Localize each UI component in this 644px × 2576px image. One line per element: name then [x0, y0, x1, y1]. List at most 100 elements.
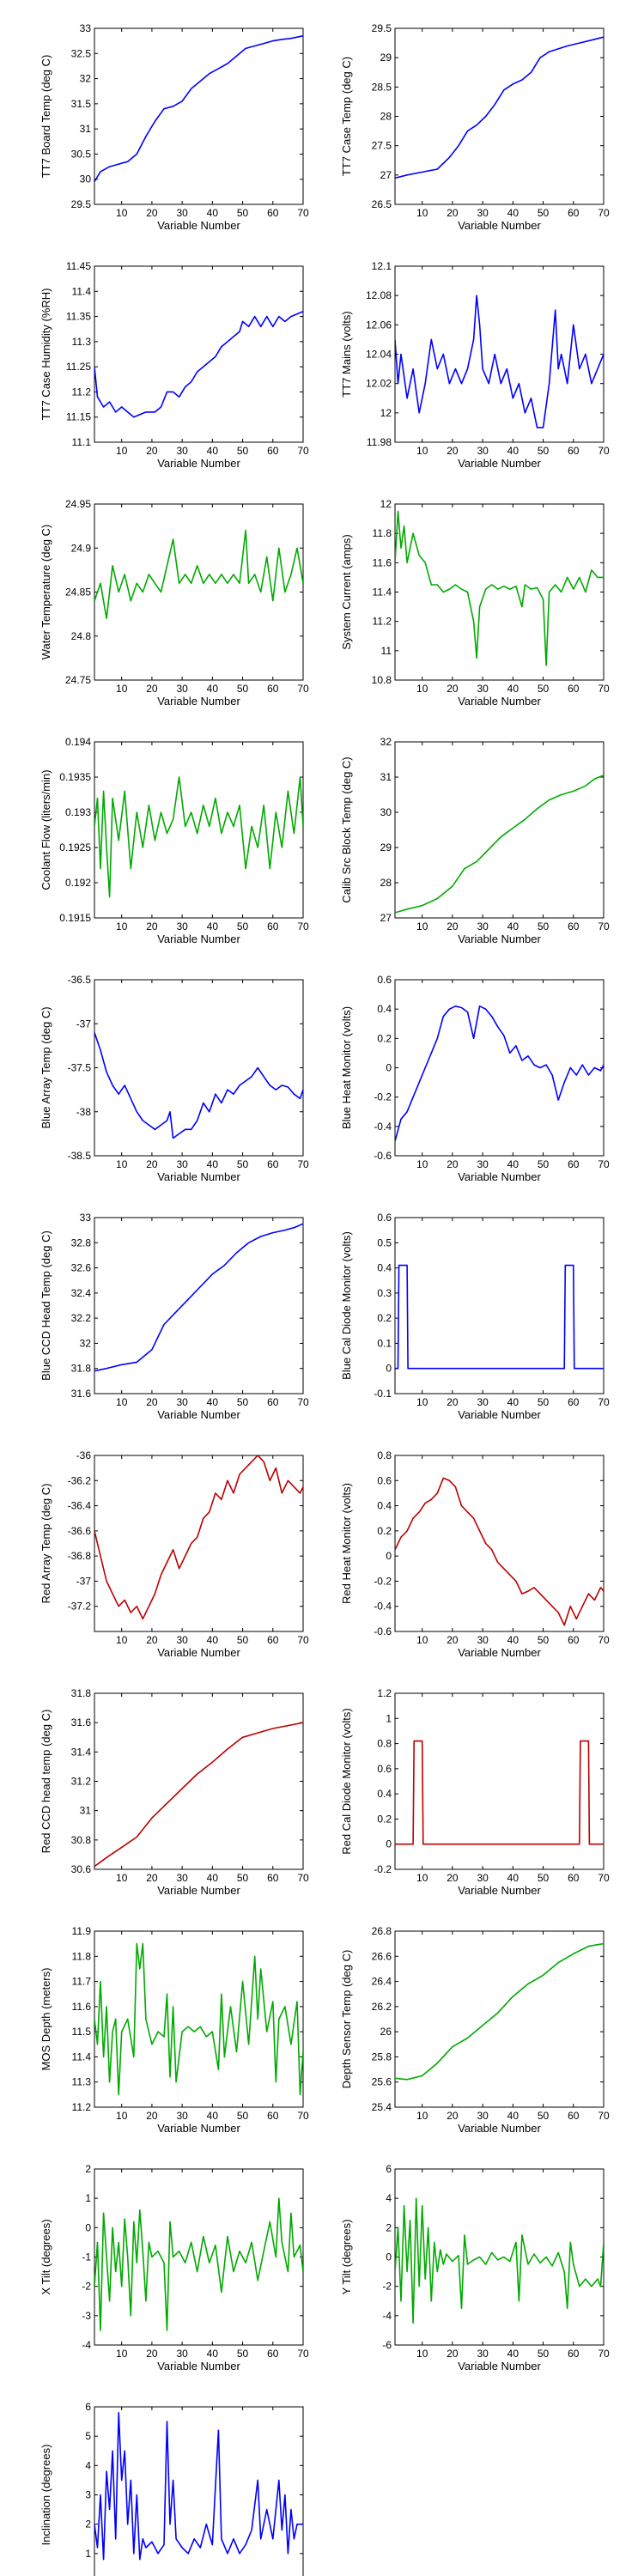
chart-panel: 10 20 30 40 50 60 70 11.1 11.15 11.2 11.25 11.3 11.3…: [39, 260, 309, 470]
y-tick-label: 24.8: [71, 630, 92, 642]
x-tick-label: 50: [538, 2110, 550, 2122]
x-tick-label: 40: [207, 683, 219, 695]
y-tick-label: 0.1925: [59, 841, 91, 854]
y-tick-label: -37: [76, 1018, 92, 1030]
x-tick-label: 30: [477, 1634, 489, 1646]
y-tick-label: 24.85: [65, 586, 91, 598]
y-tick-label: 12.1: [372, 260, 392, 272]
x-tick-label: 40: [507, 1872, 519, 1884]
y-tick-label: -0.6: [374, 1150, 392, 1162]
x-tick-label: 40: [207, 207, 219, 219]
y-tick-label: 11.4: [72, 2050, 92, 2063]
x-axis-label: Variable Number: [157, 1884, 240, 1897]
y-tick-label: 11.35: [66, 311, 91, 323]
y-tick-label: 2: [85, 2518, 91, 2530]
x-tick-label: 20: [146, 2110, 158, 2122]
x-tick-label: 40: [507, 1396, 519, 1408]
x-tick-label: 40: [507, 1158, 519, 1170]
y-tick-label: 0.4: [377, 1500, 392, 1512]
y-tick-label: 12.08: [366, 289, 392, 301]
chart-panel: 10 20 30 40 50 60 70 27 28 29 30 31 32 Variable Numbe…: [340, 736, 610, 945]
y-tick-label: 0.4: [377, 1003, 392, 1015]
y-tick-label: 0: [386, 1838, 392, 1850]
x-tick-label: 60: [267, 1634, 279, 1646]
x-tick-label: 20: [146, 920, 158, 933]
x-tick-label: 30: [176, 207, 188, 219]
y-tick-label: 6: [386, 2163, 392, 2175]
y-tick-label: 11.8: [72, 1950, 92, 1962]
y-tick-label: 31.4: [71, 1746, 92, 1758]
x-tick-label: 60: [568, 683, 580, 695]
x-tick-label: 10: [416, 1396, 428, 1408]
chart-panel: 10 20 30 40 50 60 70 -0.6 -0.4 -0.2 0 0.2 0.4 0.6 0.8 V…: [340, 1449, 610, 1659]
x-tick-label: 50: [237, 2110, 249, 2122]
x-tick-label: 50: [237, 683, 249, 695]
x-axis-label: Variable Number: [157, 695, 240, 708]
x-tick-label: 30: [176, 1158, 188, 1170]
y-tick-label: 25.4: [372, 2101, 392, 2113]
x-tick-label: 20: [447, 1396, 459, 1408]
x-tick-label: 10: [116, 1634, 128, 1646]
x-tick-label: 70: [598, 683, 610, 695]
y-tick-label: 0: [386, 1550, 392, 1562]
y-tick-label: 0.8: [377, 1738, 392, 1750]
y-axis-label: Inclination (degrees): [39, 2445, 52, 2546]
y-tick-label: 4: [85, 2459, 91, 2471]
plot-frame: [94, 265, 304, 443]
y-tick-label: -0.2: [374, 1575, 392, 1587]
y-tick-label: -3: [82, 2310, 91, 2322]
x-axis-label: Variable Number: [157, 2122, 240, 2135]
y-axis-label: Red Heat Monitor (volts): [340, 1483, 353, 1604]
y-tick-label: 0: [386, 1363, 392, 1375]
y-tick-label: 32.6: [71, 1262, 92, 1274]
x-tick-label: 40: [207, 445, 219, 457]
plot-frame: [394, 741, 605, 919]
plot-frame: [94, 1930, 304, 2108]
plot-frame: [394, 27, 605, 205]
y-tick-label: 31.8: [71, 1363, 92, 1375]
y-tick-label: 33: [80, 1212, 92, 1224]
x-tick-label: 70: [297, 2348, 309, 2360]
y-axis-label: TT7 Case Humidity (%RH): [39, 289, 52, 421]
x-axis-label: Variable Number: [458, 1884, 541, 1897]
x-axis-label: Variable Number: [157, 1646, 240, 1659]
x-axis-label: Variable Number: [458, 933, 541, 945]
x-tick-label: 70: [598, 207, 610, 219]
series-line: [94, 1455, 303, 1620]
x-tick-label: 30: [477, 1158, 489, 1170]
x-tick-label: 40: [507, 1634, 519, 1646]
y-tick-label: -38.5: [68, 1150, 92, 1162]
x-tick-label: 50: [237, 207, 249, 219]
y-tick-label: 11.6: [373, 556, 392, 568]
x-tick-label: 50: [237, 1872, 249, 1884]
series-line: [94, 310, 303, 418]
chart-panel: 10 20 30 40 50 60 70 31.6 31.8 32 32.2 32.4 32.6 32.8…: [39, 1212, 309, 1421]
x-tick-label: 50: [237, 1396, 249, 1408]
x-tick-label: 60: [267, 207, 279, 219]
x-tick-label: 40: [507, 2348, 519, 2360]
chart-panel: 10 20 30 40 50 60 70 24.75 24.8 24.85 24.9 24.95 Var…: [39, 498, 309, 708]
y-tick-label: 28: [380, 111, 392, 123]
y-tick-label: 0.4: [377, 1788, 392, 1800]
plot-frame: [94, 2406, 304, 2576]
chart-panel: 10 20 30 40 50 60 70 -38.5 -38 -37.5 -37 -36.5 Varia…: [39, 974, 309, 1183]
chart-panel: 10 20 30 40 50 60 70 -0.1 0 0.1 0.2 0.3 0.4 0.5 0.6 Var…: [340, 1212, 610, 1421]
y-axis-label: Red CCD head temp (deg C): [39, 1710, 52, 1854]
x-tick-label: 10: [416, 2348, 428, 2360]
x-tick-label: 20: [146, 445, 158, 457]
y-tick-label: 2: [85, 2163, 91, 2175]
chart-panel: 10 20 30 40 50 60 70 11.98 12 12.02 12.04 12.06 12.0…: [340, 260, 610, 470]
y-tick-label: 10.8: [372, 674, 392, 686]
series-line: [94, 1223, 303, 1372]
x-tick-label: 10: [416, 1634, 428, 1646]
y-tick-label: -0.6: [374, 1625, 392, 1637]
y-tick-label: 0.6: [377, 1763, 392, 1775]
x-axis-label: Variable Number: [157, 219, 240, 232]
x-tick-label: 30: [176, 1396, 188, 1408]
y-tick-label: 11.1: [72, 436, 92, 448]
series-line: [94, 35, 303, 183]
x-tick-label: 20: [146, 1396, 158, 1408]
y-tick-label: 11.3: [72, 2076, 92, 2088]
y-tick-label: 0: [386, 1062, 392, 1074]
